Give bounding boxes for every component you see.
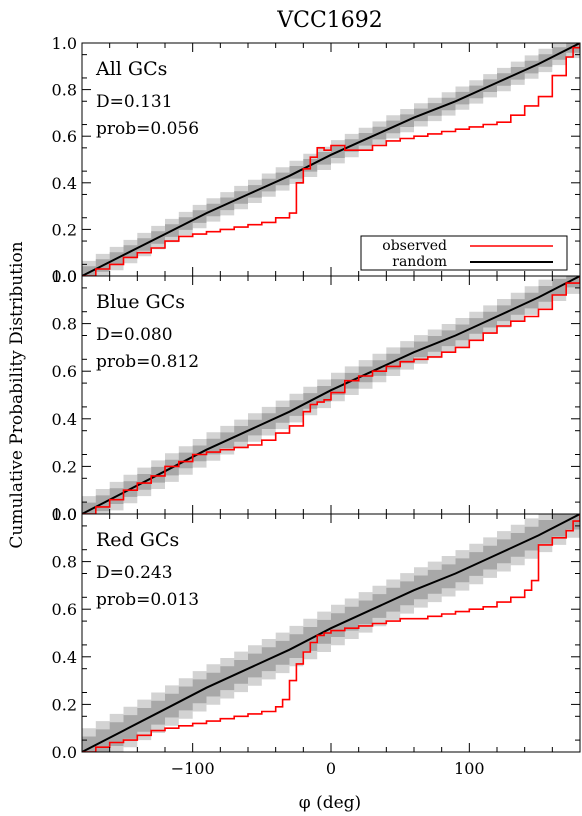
- y-tick-label: 1.0: [52, 34, 77, 53]
- y-tick-label: 0.6: [52, 127, 77, 146]
- panel-label: All GCs: [95, 58, 167, 80]
- y-tick-label: 0.4: [52, 174, 77, 193]
- panel-stat: D=0.080: [96, 325, 173, 345]
- legend-random-label: random: [392, 254, 447, 270]
- x-tick-label: 100: [454, 759, 485, 778]
- y-tick-label: 0.0: [52, 267, 77, 286]
- series-random-line: [82, 514, 580, 752]
- series-observed-line: [82, 514, 580, 752]
- panel-label: Red GCs: [96, 529, 179, 551]
- legend-observed-label: observed: [382, 238, 447, 254]
- x-axis-label: φ (deg): [299, 793, 361, 813]
- y-tick-label: 0.6: [52, 600, 77, 619]
- y-tick-label: 0.0: [52, 743, 77, 762]
- y-tick-label: 0.4: [52, 648, 77, 667]
- series-observed-line: [82, 43, 580, 276]
- y-tick-label: 0.4: [52, 410, 77, 429]
- plot-area: [82, 514, 580, 752]
- y-tick-label: 1.0: [52, 267, 77, 286]
- panel-stat: D=0.131: [96, 92, 173, 112]
- panel-blue-gcs: 0.0 0.2 0.4 0.6 0.8 1.0 Blue GCs D=0.080 prob=0.…: [52, 267, 581, 524]
- panel-stat: prob=0.013: [96, 590, 199, 610]
- panel-stat: D=0.243: [96, 563, 173, 583]
- y-tick-label: 1.0: [52, 505, 77, 524]
- y-tick-label: 0.6: [52, 362, 77, 381]
- panel-label: Blue GCs: [96, 291, 185, 313]
- series-observed-line: [82, 276, 580, 514]
- x-tick-label: −100: [171, 759, 215, 778]
- y-tick-label: 0.2: [52, 220, 77, 239]
- y-tick-label: 0.8: [52, 315, 77, 334]
- y-tick-label: 0.0: [52, 505, 77, 524]
- y-tick-label: 0.2: [52, 457, 77, 476]
- series-random-line: [82, 43, 580, 276]
- y-tick-label: 0.8: [52, 81, 77, 100]
- panel-red-gcs: 0.0 0.2 0.4 0.6 0.8 1.0 −100 0 100 Red GCs D=0.243…: [52, 505, 581, 778]
- panel-stat: prob=0.056: [96, 119, 199, 139]
- legend: observed random: [360, 235, 568, 271]
- plot-area: [82, 276, 580, 514]
- plot-area: [82, 43, 580, 276]
- x-tick-label: 0: [326, 759, 336, 778]
- y-tick-label: 0.2: [52, 695, 77, 714]
- y-tick-label: 0.8: [52, 553, 77, 572]
- panel-stat: prob=0.812: [96, 352, 199, 372]
- y-axis-label: Cumulative Probability Distribution: [7, 241, 27, 548]
- figure-title: VCC1692: [276, 8, 383, 33]
- legend-box: [360, 235, 568, 271]
